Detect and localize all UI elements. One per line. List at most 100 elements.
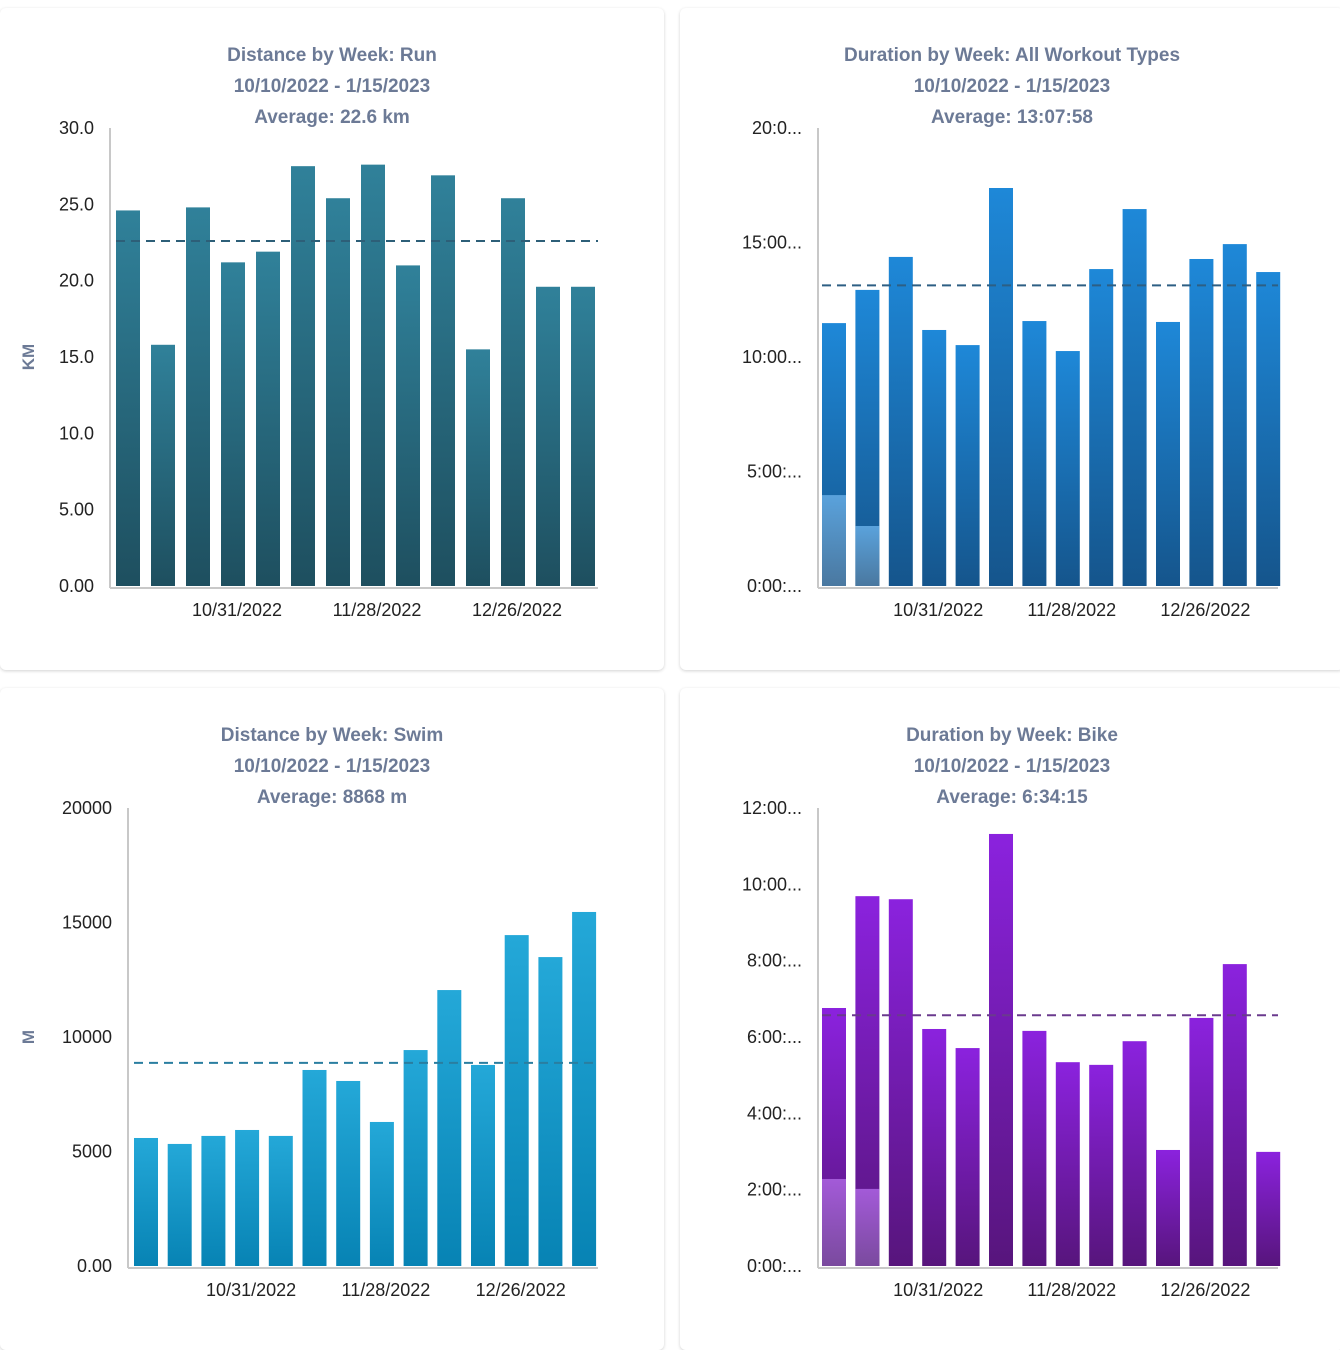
y-tick-label: 5:00:... xyxy=(747,462,802,482)
bar xyxy=(1156,1149,1180,1266)
x-tick-label: 10/31/2022 xyxy=(893,600,983,620)
chart-title-line: 10/10/2022 - 1/15/2023 xyxy=(914,756,1111,777)
x-tick-label: 12/26/2022 xyxy=(476,1280,566,1300)
bar xyxy=(256,251,280,586)
y-tick-label: 10:00... xyxy=(742,874,802,894)
x-tick-label: 11/28/2022 xyxy=(342,1280,431,1300)
y-tick-label: 0.00 xyxy=(59,576,94,596)
y-tick-label: 6:00:... xyxy=(747,1027,802,1047)
y-tick-label: 15000 xyxy=(62,913,112,933)
y-tick-label: 8:00:... xyxy=(747,951,802,971)
bar-chart: Duration by Week: All Workout Types 10/10… xyxy=(742,45,1281,620)
bar xyxy=(922,329,947,586)
bar xyxy=(471,1064,495,1266)
bar-highlight-segment xyxy=(855,526,880,586)
bar xyxy=(572,911,597,1266)
bar xyxy=(1256,1151,1281,1266)
x-tick-label: 11/28/2022 xyxy=(333,600,422,620)
chart-title-line: Duration by Week: All Workout Types xyxy=(844,45,1180,66)
bar xyxy=(201,1135,226,1266)
bar xyxy=(466,349,490,586)
y-tick-label: 10000 xyxy=(62,1027,112,1047)
x-tick-label: 10/31/2022 xyxy=(192,600,282,620)
bar xyxy=(221,262,245,586)
bar xyxy=(1222,244,1247,586)
y-tick-label: 12:00... xyxy=(742,798,802,818)
bar xyxy=(268,1135,293,1266)
bar xyxy=(134,1137,158,1266)
y-tick-label: 10:00... xyxy=(742,347,802,367)
bar xyxy=(1256,272,1281,586)
bar xyxy=(955,1048,980,1266)
chart-title-line: 10/10/2022 - 1/15/2023 xyxy=(234,756,431,777)
x-tick-label: 11/28/2022 xyxy=(1027,1280,1116,1300)
y-axis-label: KM xyxy=(19,344,38,370)
bar xyxy=(1055,351,1080,586)
bar xyxy=(369,1121,394,1266)
x-tick-label: 12/26/2022 xyxy=(1160,1280,1250,1300)
y-tick-label: 5.00 xyxy=(59,500,94,520)
bar xyxy=(888,256,913,586)
y-tick-label: 5000 xyxy=(72,1142,112,1162)
bar-chart: Distance by Week: Swim 10/10/2022 - 1/15/… xyxy=(19,725,598,1300)
bar xyxy=(989,187,1013,587)
bar xyxy=(955,345,980,586)
bar-highlight-segment xyxy=(822,495,846,586)
bar xyxy=(1122,1041,1147,1266)
bar xyxy=(1122,209,1147,587)
bar xyxy=(1055,1062,1080,1266)
bar xyxy=(431,175,455,586)
bar xyxy=(1089,269,1114,586)
bar xyxy=(403,1050,428,1266)
x-tick-label: 11/28/2022 xyxy=(1027,600,1116,620)
chart-title-line: 10/10/2022 - 1/15/2023 xyxy=(914,76,1111,97)
bar-highlight-segment xyxy=(822,1178,846,1266)
chart-card-bike-duration: Duration by Week: Bike 10/10/2022 - 1/15/… xyxy=(680,688,1340,1350)
chart-title-line: Distance by Week: Run xyxy=(227,45,437,66)
bar xyxy=(571,286,595,586)
x-tick-label: 10/31/2022 xyxy=(893,1280,983,1300)
y-tick-label: 15.0 xyxy=(59,347,94,367)
bar xyxy=(888,899,913,1266)
y-tick-label: 15:00... xyxy=(742,233,802,253)
bar xyxy=(235,1129,260,1266)
y-tick-label: 20.0 xyxy=(59,271,94,291)
bar xyxy=(326,198,350,586)
bar xyxy=(186,207,210,587)
bar xyxy=(536,286,560,586)
bar xyxy=(151,344,175,586)
chart-title-line: Distance by Week: Swim xyxy=(221,725,443,746)
chart-title-line: Average: 8868 m xyxy=(257,787,407,808)
bar xyxy=(437,990,462,1266)
y-tick-label: 2:00:... xyxy=(747,1180,802,1200)
bar xyxy=(336,1080,361,1266)
y-tick-label: 4:00:... xyxy=(747,1103,802,1123)
chart-card-all-duration: Duration by Week: All Workout Types 10/10… xyxy=(680,8,1340,670)
chart-title-line: Average: 6:34:15 xyxy=(936,787,1088,808)
bar-chart: Distance by Week: Run 10/10/2022 - 1/15/2… xyxy=(19,45,598,620)
bar xyxy=(1156,321,1180,586)
bar xyxy=(922,1028,947,1266)
chart-title-line: Average: 13:07:58 xyxy=(931,107,1093,128)
chart-title-line: 10/10/2022 - 1/15/2023 xyxy=(234,76,431,97)
bar xyxy=(504,935,529,1266)
y-tick-label: 25.0 xyxy=(59,194,94,214)
y-tick-label: 30.0 xyxy=(59,118,94,138)
bar xyxy=(501,198,525,586)
x-tick-label: 10/31/2022 xyxy=(206,1280,296,1300)
y-tick-label: 20000 xyxy=(62,798,112,818)
y-axis-label: M xyxy=(19,1030,38,1044)
bar xyxy=(1022,321,1047,586)
chart-card-run-distance: Distance by Week: Run 10/10/2022 - 1/15/2… xyxy=(0,8,664,670)
y-tick-label: 10.0 xyxy=(59,423,94,443)
bar xyxy=(1222,964,1247,1266)
bar xyxy=(1089,1064,1114,1266)
bar xyxy=(361,164,385,586)
x-tick-label: 12/26/2022 xyxy=(1160,600,1250,620)
bar xyxy=(1189,1017,1214,1266)
bar-highlight-segment xyxy=(855,1188,880,1266)
y-tick-label: 0:00:... xyxy=(747,576,802,596)
bar xyxy=(302,1069,327,1266)
chart-title-line: Duration by Week: Bike xyxy=(906,725,1118,746)
bar xyxy=(989,833,1013,1266)
